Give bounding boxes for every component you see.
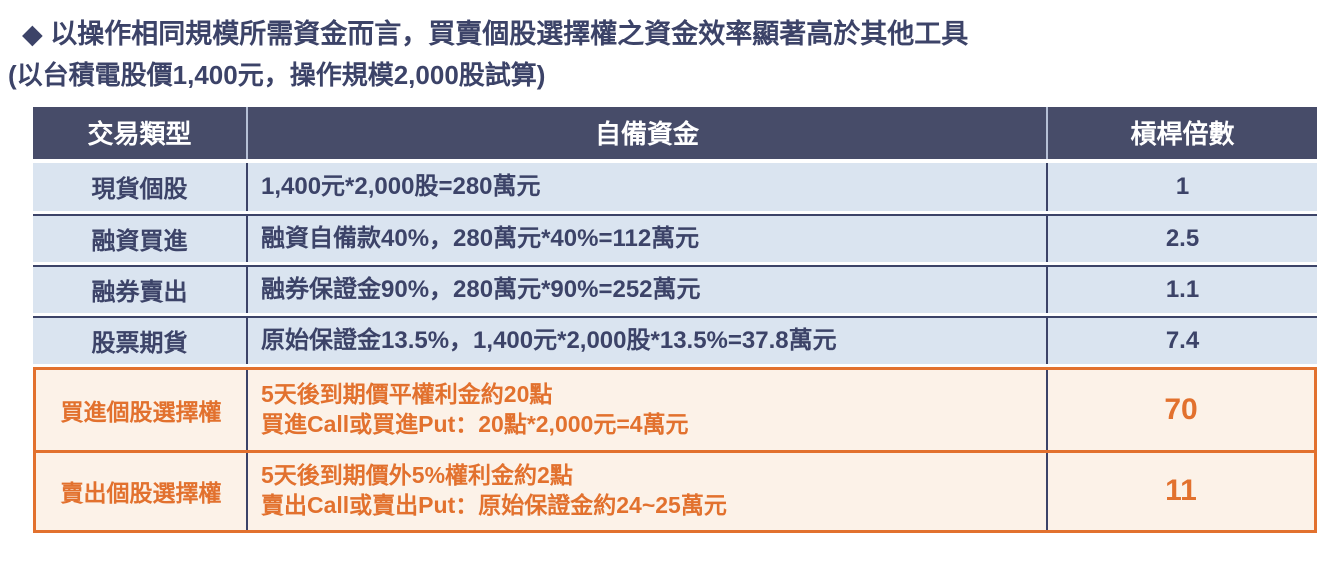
page-subtitle: (以台積電股價1,400元，操作規模2,000股試算) [8,60,546,91]
trade-type-cell: 融券賣出 [33,266,248,313]
capital-cell: 原始保證金13.5%，1,400元*2,000股*13.5%=37.8萬元 [248,317,1048,364]
capital-line: 融資自備款40%，280萬元*40%=112萬元 [261,224,700,252]
options-highlight-block: 買進個股選擇權 5天後到期價平權利金約20點 買進Call或買進Put：20點*2,… [33,366,1317,533]
trade-type-cell: 融資買進 [33,215,248,262]
table-row: 買進個股選擇權 5天後到期價平權利金約20點 買進Call或買進Put：20點*2,… [36,369,1314,450]
table-row: 現貨個股 1,400元*2,000股=280萬元 1 [33,162,1317,211]
column-header-capital: 自備資金 [248,106,1048,159]
capital-efficiency-table: 交易類型 自備資金 槓桿倍數 現貨個股 1,400元*2,000股=280萬元 1 融… [33,106,1317,533]
leverage-cell: 1 [1175,172,1190,200]
column-header-leverage: 槓桿倍數 [1130,119,1235,150]
table-row: 賣出個股選擇權 5天後到期價外5%權利金約2點 賣出Call或賣出Put：原始保證金… [36,449,1314,530]
capital-cell: 5天後到期價外5%權利金約2點賣出Call或賣出Put：原始保證金約24~25萬… [248,452,1048,530]
column-header-trade-type: 交易類型 [33,106,248,159]
capital-cell: 融資自備款40%，280萬元*40%=112萬元 [248,215,1048,262]
capital-line: 5天後到期價平權利金約20點 [261,380,553,407]
trade-type-cell: 現貨個股 [33,162,248,211]
capital-line: 1,400元*2,000股=280萬元 [261,172,541,200]
capital-cell: 5天後到期價平權利金約20點買進Call或買進Put：20點*2,000元=4萬… [248,369,1048,450]
leverage-cell: 7.4 [1165,326,1200,354]
table-header-row: 交易類型 自備資金 槓桿倍數 [33,106,1317,159]
capital-line: 買進Call或買進Put：20點*2,000元=4萬元 [261,410,689,437]
slide: ◆ 以操作相同規模所需資金而言，買賣個股選擇權之資金效率顯著高於其他工具 (以台… [0,18,1342,533]
leverage-cell: 70 [1164,392,1198,426]
capital-line: 賣出Call或賣出Put：原始保證金約24~25萬元 [261,492,727,519]
capital-cell: 融券保證金90%，280萬元*90%=252萬元 [248,266,1048,313]
table-row: 股票期貨 原始保證金13.5%，1,400元*2,000股*13.5%=37.8萬… [33,315,1317,364]
table-row: 融資買進 融資自備款40%，280萬元*40%=112萬元 2.5 [33,213,1317,262]
capital-line: 原始保證金13.5%，1,400元*2,000股*13.5%=37.8萬元 [261,326,837,354]
capital-line: 融券保證金90%，280萬元*90%=252萬元 [261,275,701,303]
leverage-cell: 1.1 [1165,275,1200,303]
table-row: 融券賣出 融券保證金90%，280萬元*90%=252萬元 1.1 [33,264,1317,313]
table-body: 現貨個股 1,400元*2,000股=280萬元 1 融資買進 融資自備款40%，280… [33,162,1317,533]
capital-cell: 1,400元*2,000股=280萬元 [248,162,1048,211]
trade-type-cell: 賣出個股選擇權 [36,452,248,530]
page-title: ◆ 以操作相同規模所需資金而言，買賣個股選擇權之資金效率顯著高於其他工具 [22,19,969,49]
capital-line: 5天後到期價外5%權利金約2點 [261,462,573,489]
trade-type-cell: 股票期貨 [33,317,248,364]
leverage-cell: 11 [1165,474,1197,508]
leverage-cell: 2.5 [1165,224,1200,252]
trade-type-cell: 買進個股選擇權 [36,369,248,450]
